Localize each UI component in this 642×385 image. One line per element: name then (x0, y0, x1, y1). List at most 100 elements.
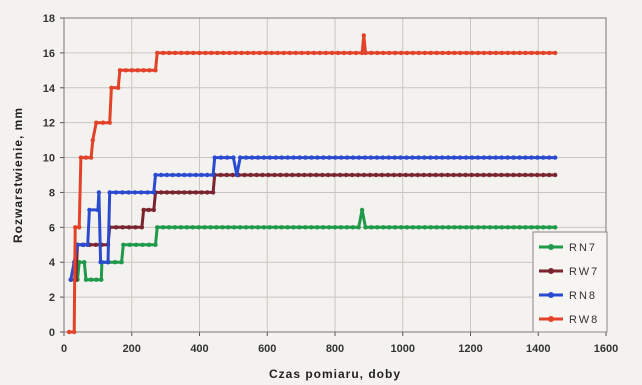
legend-marker (548, 292, 554, 298)
data-point (433, 172, 438, 178)
data-point (499, 50, 504, 56)
data-point (381, 225, 386, 230)
data-point (523, 225, 528, 230)
data-point (529, 155, 534, 160)
data-point (469, 172, 474, 178)
x-tick-label: 400 (190, 343, 208, 355)
x-tick-label: 200 (123, 343, 141, 355)
data-point (403, 172, 409, 178)
data-point (343, 172, 349, 178)
data-point (309, 155, 314, 160)
data-point (428, 50, 433, 56)
data-point (120, 190, 125, 195)
data-point (332, 172, 337, 178)
data-point (367, 172, 373, 178)
data-point (291, 155, 296, 160)
data-point (95, 207, 101, 213)
data-point (315, 155, 320, 160)
data-point (126, 190, 131, 195)
data-point (93, 242, 99, 247)
data-point (428, 225, 433, 230)
data-point (416, 225, 421, 230)
data-point (416, 50, 421, 56)
data-point (363, 50, 368, 56)
data-point (96, 190, 102, 195)
data-point (499, 225, 504, 230)
data-point (221, 50, 226, 56)
data-point (350, 155, 356, 160)
data-point (164, 190, 170, 195)
data-point (392, 225, 398, 230)
data-point (323, 50, 329, 56)
data-point (299, 50, 304, 56)
x-tick-label: 600 (258, 343, 276, 355)
data-point (303, 225, 308, 230)
data-point (499, 155, 504, 160)
y-tick-label: 2 (49, 292, 55, 304)
data-point (261, 155, 267, 160)
data-point (511, 155, 516, 160)
data-point (166, 225, 172, 230)
data-point (552, 172, 558, 178)
data-point (226, 225, 231, 230)
data-point (541, 155, 546, 160)
data-point (94, 277, 99, 282)
data-point (263, 50, 268, 56)
data-point (126, 225, 132, 230)
data-point (410, 50, 416, 56)
data-point (147, 68, 152, 73)
data-point (296, 172, 301, 178)
data-point (327, 155, 332, 160)
data-point (160, 225, 166, 230)
data-point (112, 260, 118, 265)
data-point (529, 225, 534, 230)
data-point (303, 155, 308, 160)
data-point (434, 225, 439, 230)
data-point (374, 155, 380, 160)
data-point (529, 50, 534, 56)
data-point (523, 172, 528, 178)
data-point (224, 172, 229, 178)
data-point (261, 225, 267, 230)
data-point (487, 50, 493, 56)
data-point (193, 172, 198, 178)
legend-label: RN8 (569, 290, 597, 302)
data-point (127, 242, 132, 247)
data-point (239, 50, 244, 56)
data-point (155, 50, 160, 56)
data-point (146, 207, 151, 213)
data-point (458, 225, 463, 230)
x-tick-label: 800 (326, 343, 344, 355)
data-point (375, 50, 380, 56)
data-point (82, 260, 87, 265)
data-point (139, 225, 145, 230)
data-point (308, 172, 313, 178)
data-point (176, 190, 181, 195)
data-point (457, 155, 463, 160)
data-point (469, 155, 475, 160)
data-point (281, 50, 286, 56)
data-point (381, 50, 386, 56)
data-point (404, 155, 409, 160)
data-point (140, 242, 145, 247)
data-point (398, 50, 404, 56)
data-point (260, 172, 265, 178)
data-point (463, 172, 468, 178)
data-point (387, 225, 392, 230)
data-point (153, 172, 158, 178)
data-point (151, 207, 156, 213)
data-point (90, 137, 96, 143)
data-point (209, 50, 214, 56)
data-point (505, 155, 510, 160)
data-point (475, 50, 481, 56)
data-point (404, 50, 410, 56)
data-point (315, 225, 320, 230)
data-point (451, 172, 456, 178)
data-point (353, 50, 359, 56)
data-point (416, 155, 421, 160)
data-point (347, 50, 353, 56)
data-point (73, 225, 78, 230)
data-point (129, 68, 134, 73)
data-point (314, 172, 319, 178)
data-point (379, 172, 385, 178)
